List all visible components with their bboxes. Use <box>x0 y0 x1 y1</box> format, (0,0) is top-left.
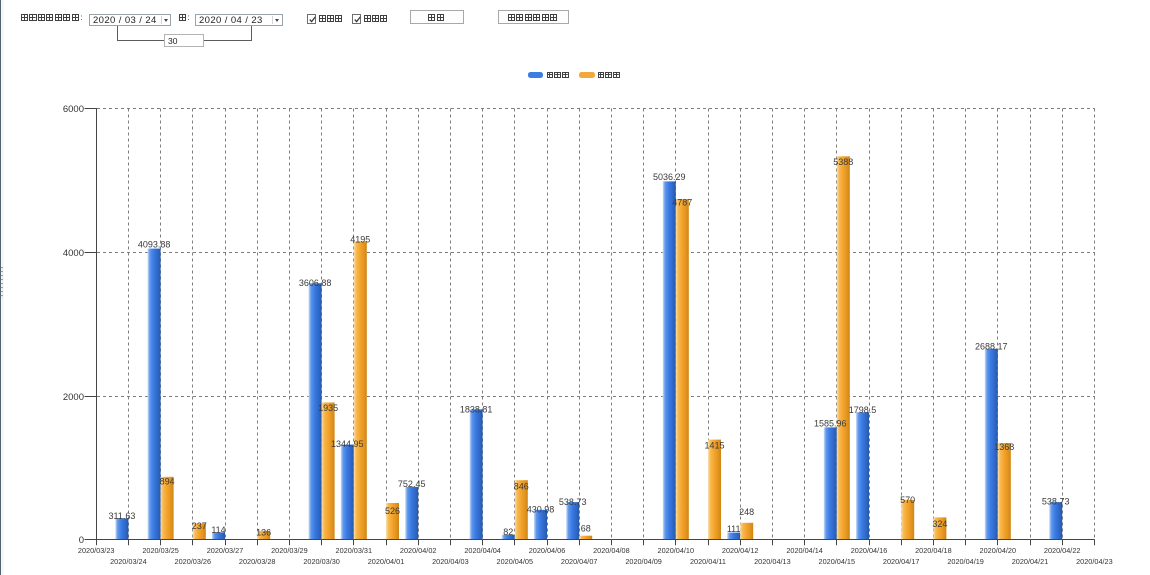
svg-text:2020/04/19: 2020/04/19 <box>947 557 984 566</box>
svg-text:2020/03/24: 2020/03/24 <box>110 557 147 566</box>
svg-text:324: 324 <box>932 519 947 529</box>
svg-text:2020/04/04: 2020/04/04 <box>464 546 501 555</box>
svg-text:538.73: 538.73 <box>1042 497 1070 507</box>
svg-text:2020/04/03: 2020/04/03 <box>432 557 469 566</box>
svg-text:2020/04/06: 2020/04/06 <box>529 546 566 555</box>
svg-text:2688.17: 2688.17 <box>975 341 1008 351</box>
svg-text:538.73: 538.73 <box>559 497 587 507</box>
svg-text:6000: 6000 <box>63 104 84 115</box>
svg-text:1344.95: 1344.95 <box>331 439 364 449</box>
svg-text:2020/03/31: 2020/03/31 <box>336 546 373 555</box>
svg-text:2020/04/10: 2020/04/10 <box>658 546 695 555</box>
svg-text:2020/04/16: 2020/04/16 <box>851 546 888 555</box>
svg-text:136: 136 <box>256 528 271 538</box>
svg-text:2020/04/22: 2020/04/22 <box>1044 546 1081 555</box>
svg-text:2020/03/25: 2020/03/25 <box>142 546 179 555</box>
svg-text:2020/04/17: 2020/04/17 <box>883 557 920 566</box>
svg-text:111: 111 <box>727 524 741 534</box>
svg-text:2020/04/14: 2020/04/14 <box>786 546 823 555</box>
svg-text:2020/04/12: 2020/04/12 <box>722 546 759 555</box>
svg-text:752.45: 752.45 <box>398 479 426 489</box>
svg-text:2020/04/23: 2020/04/23 <box>1076 557 1113 566</box>
svg-text:2020/04/01: 2020/04/01 <box>368 557 405 566</box>
svg-text:2020/04/20: 2020/04/20 <box>980 546 1017 555</box>
svg-text:846: 846 <box>514 481 529 491</box>
svg-text:2020/04/18: 2020/04/18 <box>915 546 952 555</box>
svg-text:2020/03/26: 2020/03/26 <box>175 557 212 566</box>
svg-text:4787: 4787 <box>672 197 692 207</box>
svg-text:2020/04/09: 2020/04/09 <box>625 557 662 566</box>
svg-text:1368: 1368 <box>994 442 1014 452</box>
svg-text:114: 114 <box>211 525 225 535</box>
svg-text:430.98: 430.98 <box>527 504 555 514</box>
svg-text:1838.81: 1838.81 <box>460 405 493 415</box>
svg-text:1415: 1415 <box>704 440 724 450</box>
svg-text:2020/04/05: 2020/04/05 <box>497 557 534 566</box>
svg-text:526: 526 <box>385 506 400 516</box>
svg-text:894: 894 <box>160 476 175 486</box>
svg-text:570: 570 <box>900 495 915 505</box>
svg-text:4000: 4000 <box>63 248 84 259</box>
svg-text:2020/03/28: 2020/03/28 <box>239 557 276 566</box>
svg-text:2020/03/23: 2020/03/23 <box>78 546 115 555</box>
svg-text:2020/04/21: 2020/04/21 <box>1012 557 1049 566</box>
svg-text:0: 0 <box>79 535 84 546</box>
svg-text:1935: 1935 <box>318 403 338 413</box>
svg-text:68: 68 <box>581 524 591 534</box>
svg-text:2020/04/02: 2020/04/02 <box>400 546 437 555</box>
svg-text:4195: 4195 <box>350 234 370 244</box>
svg-text:2020/04/13: 2020/04/13 <box>754 557 791 566</box>
svg-text:237: 237 <box>192 521 207 531</box>
svg-text:5388: 5388 <box>833 157 853 167</box>
svg-text:2020/04/07: 2020/04/07 <box>561 557 598 566</box>
svg-text:3606.88: 3606.88 <box>299 278 332 288</box>
svg-text:2020/04/11: 2020/04/11 <box>690 557 726 566</box>
svg-text:5036.29: 5036.29 <box>653 172 686 182</box>
svg-text:248: 248 <box>739 507 754 517</box>
svg-text:2020/03/27: 2020/03/27 <box>207 546 244 555</box>
svg-text:1798.5: 1798.5 <box>849 405 877 415</box>
svg-text:2000: 2000 <box>63 392 84 403</box>
svg-text:2020/03/30: 2020/03/30 <box>303 557 340 566</box>
svg-text:4093.88: 4093.88 <box>138 240 171 250</box>
svg-text:82: 82 <box>503 527 513 537</box>
svg-text:1585.96: 1585.96 <box>814 418 847 428</box>
svg-text:2020/04/15: 2020/04/15 <box>819 557 856 566</box>
svg-text:2020/03/29: 2020/03/29 <box>271 546 308 555</box>
svg-text:2020/04/08: 2020/04/08 <box>593 546 630 555</box>
svg-text:311.63: 311.63 <box>108 511 135 521</box>
